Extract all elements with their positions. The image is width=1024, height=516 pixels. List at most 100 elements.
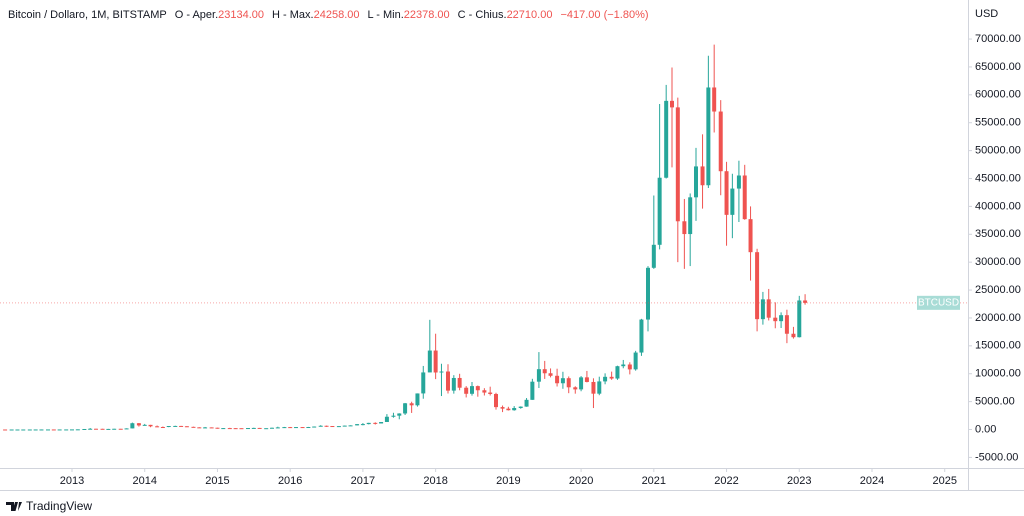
candle-body	[494, 393, 498, 408]
candle-body	[88, 428, 93, 430]
candle-body	[312, 426, 317, 428]
y-tick-label: 30000.00	[975, 256, 1021, 268]
candle-body	[724, 171, 729, 215]
candle-body	[548, 373, 553, 376]
legend-title: Bitcoin / Dollaro, 1M, BITSTAMP	[8, 9, 167, 21]
candle-body	[191, 426, 196, 428]
candle-body	[251, 427, 256, 429]
candle-body	[682, 221, 687, 235]
candle-body	[39, 429, 44, 431]
legend-label: O - Aper.	[175, 9, 218, 21]
x-tick-label: 2016	[278, 475, 302, 487]
candle-body	[288, 427, 293, 429]
candle-body	[179, 425, 184, 427]
candle-body	[15, 429, 20, 431]
candle-body	[3, 429, 8, 431]
candle-body	[294, 427, 298, 429]
y-tick-label: 25000.00	[975, 284, 1021, 296]
candle-body	[215, 427, 220, 429]
candle-body	[651, 244, 656, 268]
candle-body	[506, 408, 511, 411]
tradingview-logo: TradingView	[6, 499, 92, 513]
candle-body	[403, 403, 408, 414]
x-tick-label: 2021	[642, 475, 666, 487]
y-tick-label: 0.00	[975, 423, 996, 435]
last-label: BTCUSD	[918, 297, 959, 308]
candle-body	[773, 317, 778, 322]
legend-label: L - Min.	[368, 9, 404, 21]
candle-body	[397, 413, 402, 416]
candle-body	[797, 300, 802, 338]
candle-body	[615, 366, 620, 379]
candle-body	[446, 371, 450, 391]
candle-body	[324, 425, 329, 427]
candle-body	[427, 350, 432, 373]
candle-body	[748, 219, 753, 253]
x-tick-label: 2014	[132, 475, 156, 487]
candle-body	[124, 428, 129, 430]
last-label-box	[917, 295, 960, 310]
y-tick-label: 50000.00	[975, 145, 1021, 157]
candle-body	[136, 423, 141, 426]
candle-body	[209, 427, 214, 429]
candle-body	[730, 188, 735, 215]
x-tick-label: 2020	[569, 475, 593, 487]
candle-body	[21, 429, 26, 431]
candle-body	[688, 197, 693, 235]
candle-body	[512, 408, 517, 411]
candle-body	[270, 427, 274, 429]
y-tick-label: -5000.00	[975, 451, 1018, 463]
x-tick-label: 2025	[932, 475, 956, 487]
y-tick-label: 70000.00	[975, 33, 1021, 45]
candle-body	[227, 428, 232, 430]
candle-body	[173, 425, 178, 427]
candle-body	[700, 166, 705, 186]
x-tick-label: 2013	[60, 475, 84, 487]
candle-body	[451, 377, 456, 391]
candle-body	[246, 428, 250, 430]
candle-body	[142, 424, 147, 426]
candle-body	[221, 428, 226, 430]
legend-value: 23134.00	[218, 9, 264, 21]
candle-body	[264, 428, 269, 430]
candle-body	[791, 333, 796, 338]
candle-body	[609, 376, 614, 379]
y-tick-label: 40000.00	[975, 200, 1021, 212]
candle-body	[33, 429, 38, 431]
candle-body	[597, 381, 602, 394]
candle-body	[355, 424, 360, 426]
candle-body	[233, 428, 238, 430]
candle-body	[439, 371, 444, 373]
y-tick-label: 65000.00	[975, 61, 1021, 73]
candle-body	[51, 429, 56, 431]
candle-body	[384, 416, 389, 422]
candle-body	[155, 426, 160, 428]
candle-body	[566, 378, 571, 388]
candle-body	[488, 392, 493, 394]
candle-body	[675, 107, 680, 222]
candle-body	[784, 315, 789, 334]
candle-body	[203, 427, 208, 429]
x-tick-label: 2024	[860, 475, 884, 487]
candle-body	[664, 100, 669, 178]
candle-body	[391, 415, 396, 417]
y-tick-label: 35000.00	[975, 228, 1021, 240]
candle-body	[755, 252, 760, 320]
candle-body	[603, 376, 608, 382]
candle-body	[197, 427, 202, 429]
legend: Bitcoin / Dollaro, 1M, BITSTAMP O - Aper…	[8, 9, 649, 21]
candle-body	[160, 427, 165, 429]
x-tick-label: 2015	[205, 475, 229, 487]
candle-body	[646, 267, 650, 320]
candle-body	[712, 87, 717, 112]
candle-body	[500, 407, 505, 409]
candle-body	[57, 429, 62, 431]
candle-body	[803, 300, 808, 303]
candle-body	[106, 428, 111, 430]
x-tick-label: 2019	[496, 475, 520, 487]
brand: TradingView	[26, 499, 92, 513]
candle-body	[621, 364, 626, 367]
candle-body	[560, 378, 565, 384]
candle-body	[75, 429, 80, 431]
